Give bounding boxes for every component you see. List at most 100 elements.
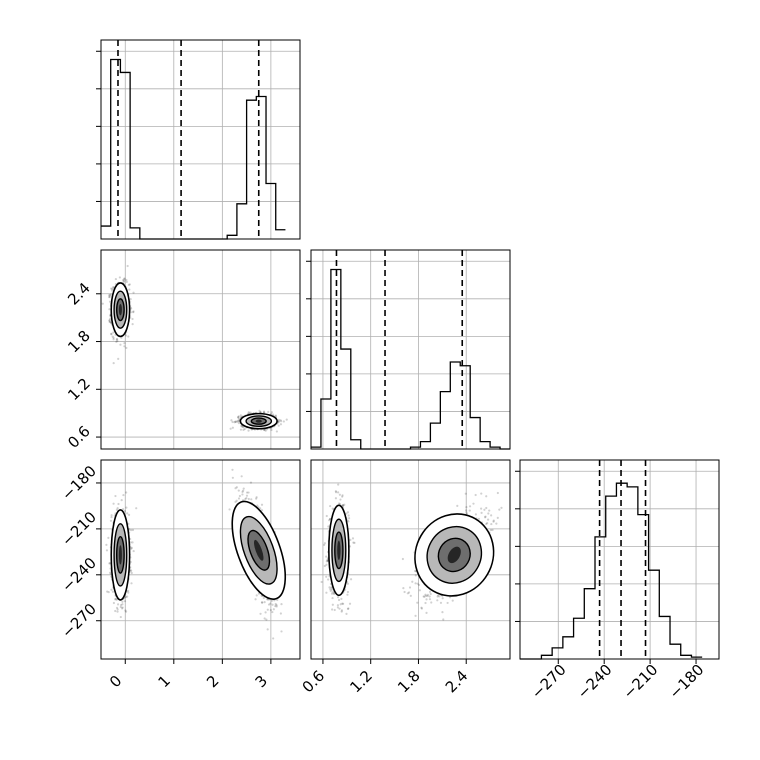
sample-point — [116, 506, 119, 510]
sample-point — [112, 285, 115, 289]
y-tick-label: −210 — [58, 508, 100, 550]
sample-point — [266, 608, 269, 611]
sample-point — [331, 507, 334, 510]
sample-point — [123, 600, 127, 603]
scatter-panel-p1-p2 — [310, 459, 511, 660]
histogram-panel-p1 — [306, 249, 511, 450]
density-peak — [118, 303, 122, 316]
sample-point — [480, 511, 483, 515]
sample-point — [347, 520, 350, 523]
sample-point — [488, 509, 491, 512]
sample-point — [349, 538, 352, 541]
sample-point — [236, 420, 239, 423]
sample-point — [119, 615, 122, 619]
sample-point — [247, 411, 250, 414]
sample-point — [262, 410, 266, 413]
sample-point — [108, 562, 111, 565]
sample-point — [335, 491, 338, 494]
sample-point — [428, 590, 432, 593]
sample-point — [114, 597, 118, 600]
sample-point — [121, 606, 124, 609]
sample-point — [237, 415, 240, 419]
sample-point — [260, 509, 264, 512]
sample-point — [255, 497, 258, 500]
sample-point — [122, 508, 125, 511]
sample-point — [346, 593, 349, 596]
histogram-panel-p0 — [96, 39, 301, 240]
sample-point — [116, 339, 119, 343]
sample-point — [237, 497, 241, 500]
sample-point — [468, 505, 472, 508]
sample-point — [279, 423, 283, 426]
sample-point — [128, 283, 131, 286]
sample-point — [329, 589, 332, 592]
sample-point — [245, 494, 249, 497]
sample-point — [276, 598, 279, 602]
sample-point — [247, 497, 250, 501]
sample-point — [340, 597, 343, 600]
sample-point — [474, 493, 477, 497]
sample-point — [403, 590, 406, 594]
sample-point — [242, 428, 245, 431]
sample-point — [428, 598, 432, 601]
sample-point — [485, 506, 488, 510]
sample-point — [231, 468, 234, 471]
sample-point — [130, 569, 133, 572]
sample-point — [101, 302, 104, 305]
sample-point — [239, 414, 242, 417]
sample-point — [108, 320, 111, 324]
sample-point — [423, 595, 426, 598]
sample-point — [110, 332, 113, 335]
sample-point — [267, 410, 270, 413]
sample-point — [131, 541, 134, 544]
sample-point — [233, 421, 236, 424]
sample-point — [122, 493, 125, 497]
sample-point — [262, 428, 266, 432]
sample-point — [125, 278, 128, 282]
sample-point — [280, 630, 283, 633]
sample-point — [325, 555, 328, 558]
sample-point — [108, 294, 111, 297]
sample-point — [127, 283, 130, 287]
sample-point — [131, 317, 134, 321]
sample-point — [325, 514, 328, 518]
sample-point — [130, 547, 133, 550]
sample-point — [108, 319, 111, 322]
sample-point — [125, 506, 128, 509]
sample-point — [328, 517, 332, 521]
sample-point — [121, 603, 124, 606]
y-tick-label: 1.8 — [64, 327, 94, 357]
sample-point — [320, 580, 323, 584]
sample-point — [237, 415, 240, 418]
sample-point — [439, 601, 443, 604]
y-tick-label: 1.2 — [64, 375, 94, 405]
sample-point — [123, 277, 126, 280]
sample-point — [112, 336, 115, 339]
sample-point — [237, 489, 240, 492]
sample-point — [255, 594, 258, 597]
sample-point — [329, 588, 332, 591]
sample-point — [259, 507, 262, 510]
sample-point — [485, 495, 488, 498]
sample-point — [340, 610, 343, 613]
sample-point — [348, 517, 351, 520]
sample-point — [270, 428, 273, 432]
sample-point — [238, 417, 241, 421]
sample-point — [277, 424, 280, 427]
sample-point — [109, 519, 113, 522]
sample-point — [124, 334, 128, 337]
sample-point — [411, 580, 414, 583]
y-tick-label: 2.4 — [64, 279, 94, 309]
sample-point — [256, 504, 259, 507]
sample-point — [231, 476, 234, 479]
sample-point — [334, 497, 338, 500]
sample-point — [237, 422, 241, 425]
sample-point — [249, 411, 252, 414]
density-peak — [254, 539, 264, 561]
sample-point — [436, 595, 439, 598]
sample-point — [337, 483, 340, 486]
sample-point — [241, 490, 244, 494]
sample-point — [353, 541, 356, 544]
sample-point — [261, 601, 264, 604]
sample-point — [111, 590, 114, 593]
